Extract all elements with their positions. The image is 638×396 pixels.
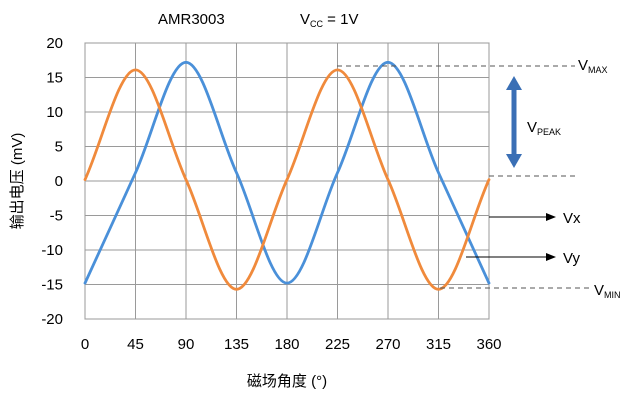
series-line-vx (83, 60, 491, 285)
x-tick-label: 0 (81, 336, 89, 353)
x-tick-labels: 0 45 90 135 180 225 270 315 360 (81, 336, 502, 353)
x-tick-label: 45 (127, 336, 144, 353)
vpeak-double-arrow (506, 76, 522, 168)
x-tick-label: 180 (274, 336, 299, 353)
vy-label: Vy (563, 250, 580, 267)
x-axis-label: 磁场角度 (°) (247, 373, 327, 390)
x-tick-label: 225 (325, 336, 350, 353)
x-tick-label: 360 (476, 336, 501, 353)
x-tick-label: 315 (426, 336, 451, 353)
vcc-sub: CC (310, 19, 323, 29)
y-tick-label: 10 (46, 104, 63, 121)
y-tick-label: 0 (55, 173, 63, 190)
grid (84, 42, 490, 320)
vcc-main: V (300, 11, 310, 28)
vpeak-label: VPEAK (527, 119, 561, 137)
y-tick-labels: 20 15 10 5 0 -5 -10 -15 -20 (41, 35, 63, 328)
y-tick-label: -15 (41, 277, 63, 294)
vcc-tail: = 1V (323, 11, 358, 28)
y-tick-label: -5 (50, 208, 63, 225)
series-group (83, 60, 491, 291)
y-tick-label: 20 (46, 35, 63, 52)
y-tick-label: -10 (41, 242, 63, 259)
x-tick-label: 270 (375, 336, 400, 353)
series-line-vy (83, 68, 491, 291)
vy-arrow-head (546, 253, 556, 261)
vx-arrow-head (546, 213, 556, 221)
vmax-label: VMAX (578, 57, 608, 75)
chart-title-vcc: VCC = 1V (300, 11, 358, 29)
y-tick-label: 15 (46, 70, 63, 87)
x-tick-label: 90 (178, 336, 195, 353)
vx-label: Vx (563, 210, 581, 227)
vmin-label: VMIN (594, 282, 621, 300)
chart-title-model: AMR3003 (158, 11, 225, 28)
x-tick-label: 135 (224, 336, 249, 353)
y-axis-label: 输出电压 (mV) (9, 133, 26, 230)
y-tick-label: 5 (55, 139, 63, 156)
y-tick-label: -20 (41, 311, 63, 328)
